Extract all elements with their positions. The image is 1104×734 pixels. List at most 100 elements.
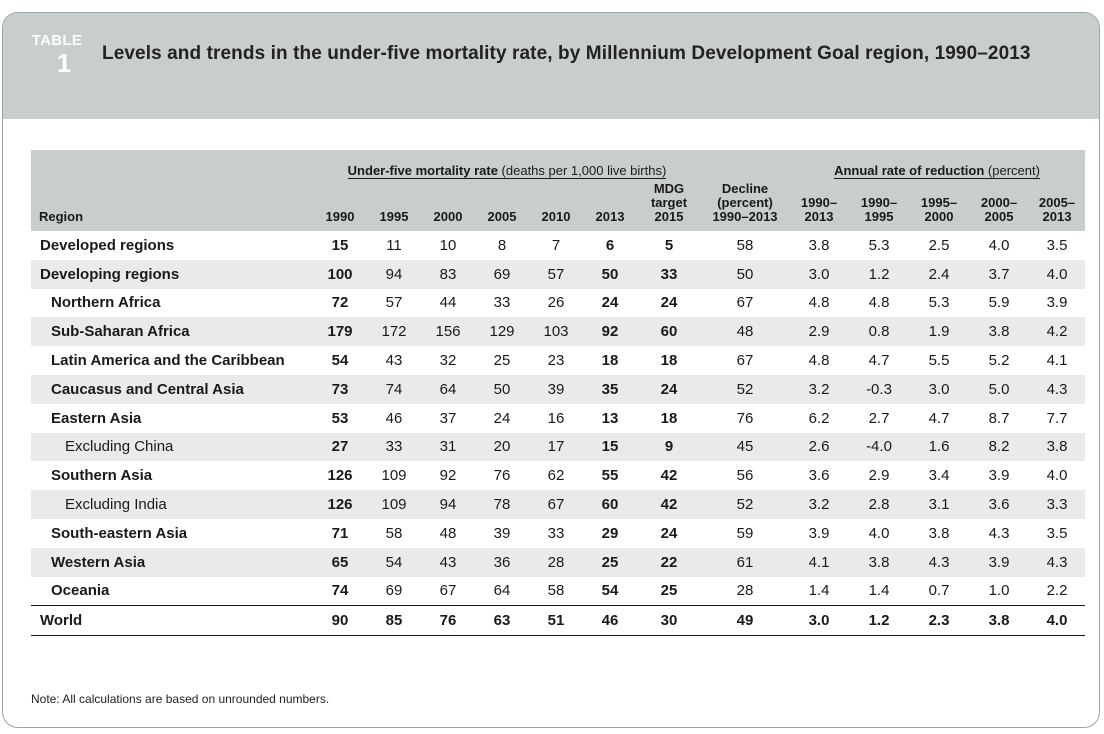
group-mortality-unit: (deaths per 1,000 live births): [497, 163, 667, 178]
table-row: Sub-Saharan Africa 179 172 156 129 103 92 60 48 2…: [31, 317, 1085, 347]
table-cell: 90: [313, 605, 367, 637]
table-cell: 37: [439, 409, 457, 427]
table-cell: 24: [493, 409, 511, 427]
table-cell: 33: [367, 432, 421, 462]
table-cell: 4.1: [789, 547, 849, 577]
table-cell: 5: [664, 236, 674, 254]
col-rate-3-line: 2000–: [980, 195, 1018, 210]
table-cell: 5.2: [988, 352, 1010, 370]
table-cell: 69: [385, 582, 403, 600]
table-cell: 54: [367, 547, 421, 577]
header-spacer: [31, 150, 313, 180]
header-group-row: Under-five mortality rate (deaths per 1,…: [31, 150, 1085, 180]
table-row: Developing regions 100 94 83 69 57 50 33 50 3.0 1.…: [31, 259, 1085, 289]
table-cell: 3.8: [928, 524, 950, 542]
row-region-name: Excluding India: [31, 490, 313, 519]
table-cell: 76: [493, 467, 511, 485]
col-year-2005: 2005: [475, 180, 529, 231]
row-region-name: Latin America and the Caribbean: [51, 352, 285, 370]
table-cell: 3.9: [808, 524, 830, 542]
col-rate-2-line: 1995–: [920, 195, 958, 210]
col-year-2010: 2010: [529, 180, 583, 231]
table-cell: 2.6: [789, 432, 849, 462]
table-cell: 109: [381, 467, 407, 485]
col-mdg-target-line: 2015: [654, 209, 684, 224]
table-cell: 3.6: [969, 490, 1029, 519]
table-cell: 0.8: [849, 317, 909, 347]
table-cell: 33: [547, 524, 565, 542]
table-row: Northern Africa 72 57 44 33 26 24 24 67 4.8 4.8 5.3…: [31, 289, 1085, 318]
table-cell: 18: [660, 352, 678, 370]
table-cell: 28: [529, 547, 583, 577]
table-cell: 92: [439, 467, 457, 485]
col-rate-0-line: 2013: [804, 209, 834, 224]
table-cell: 2.7: [868, 409, 890, 427]
table-cell: 3.8: [1029, 432, 1085, 462]
table-cell: 74: [331, 582, 349, 600]
col-rate-2: 1995– 2000: [909, 180, 969, 231]
table-cell: 49: [701, 605, 789, 637]
table-cell: 11: [386, 236, 402, 254]
table-cell: 46: [583, 605, 637, 637]
table-cell: 18: [660, 409, 678, 427]
table-cell: 26: [547, 294, 565, 312]
table-cell: 17: [529, 432, 583, 462]
table-cell: 1.4: [808, 582, 830, 600]
table-cell: 4.2: [1029, 317, 1085, 347]
table-cell: 126: [313, 490, 367, 519]
table-cell: 5.3: [928, 294, 950, 312]
row-region-name: Developing regions: [31, 259, 313, 289]
table-cell: 7: [551, 236, 561, 254]
row-region-name: Oceania: [51, 582, 110, 600]
table-cell: 94: [367, 259, 421, 289]
table-cell: 58: [547, 582, 565, 600]
table-cell: 2.4: [909, 259, 969, 289]
table-cell: 3.2: [789, 374, 849, 404]
table-cell: 0.7: [928, 582, 950, 600]
table-cell: 10: [439, 236, 457, 254]
table-cell: 23: [547, 352, 565, 370]
table-cell: 78: [475, 490, 529, 519]
table-cell: 67: [439, 582, 457, 600]
table-cell: 15: [331, 236, 349, 254]
table-cell: 61: [701, 547, 789, 577]
col-rate-2-line: 2000: [924, 209, 954, 224]
table-cell: 63: [475, 605, 529, 637]
table-cell: 67: [736, 352, 754, 370]
col-rate-4-line: 2013: [1042, 209, 1072, 224]
col-region: Region: [31, 180, 313, 231]
col-year-2000: 2000: [421, 180, 475, 231]
table-cell: 51: [529, 605, 583, 637]
table-cell: 3.8: [969, 605, 1029, 637]
table-cell: 15: [583, 432, 637, 462]
table-cell: 3.8: [969, 317, 1029, 347]
table-cell: 5.3: [868, 236, 890, 254]
table-cell: 59: [736, 524, 754, 542]
table-cell: 65: [313, 547, 367, 577]
table-cell: 52: [701, 490, 789, 519]
table-cell: 55: [601, 467, 619, 485]
table-cell: 3.9: [969, 547, 1029, 577]
table-cell: 57: [529, 259, 583, 289]
table-cell: 3.9: [1046, 294, 1068, 312]
table-cell: 4.7: [868, 352, 890, 370]
col-mdg-target-line: target: [650, 195, 688, 210]
table-cell: 2.5: [928, 236, 950, 254]
header-group-reduction: Annual rate of reduction (percent): [789, 150, 1085, 180]
table-cell: 1.2: [849, 605, 909, 637]
table-cell: 44: [439, 294, 457, 312]
table-row: Developed regions 15 11 10 8 7 6 5 58 3.8 5.3 2.5 4.…: [31, 231, 1085, 260]
table-cell: 3.0: [789, 605, 849, 637]
col-rate-3: 2000– 2005: [969, 180, 1029, 231]
table-cell: 4.3: [1029, 374, 1085, 404]
table-cell: 4.3: [909, 547, 969, 577]
table-label: TABLE 1: [31, 33, 83, 78]
table-cell: 1.9: [909, 317, 969, 347]
row-region-name: Northern Africa: [51, 294, 161, 312]
table-cell: 67: [529, 490, 583, 519]
col-rate-4: 2005– 2013: [1029, 180, 1085, 231]
table-cell: 76: [421, 605, 475, 637]
table-title: Levels and trends in the under-five mort…: [102, 43, 1031, 64]
table-cell: 20: [475, 432, 529, 462]
table-cell: 76: [736, 409, 754, 427]
